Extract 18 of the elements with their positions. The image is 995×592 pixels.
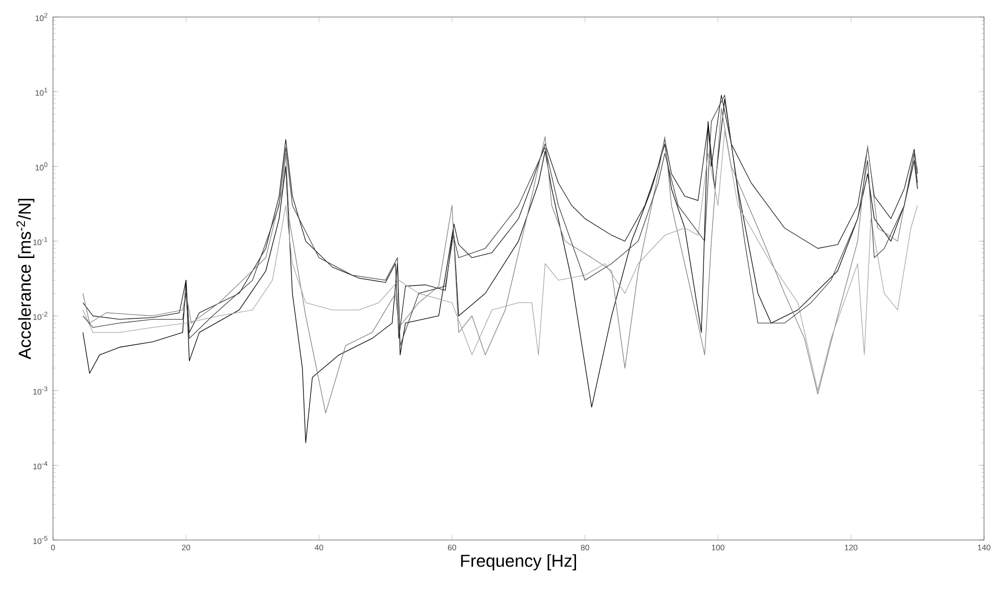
x-tick-label: 140: [978, 544, 990, 550]
x-tick-label: 100: [712, 544, 724, 550]
x-tick-label: 40: [314, 544, 324, 550]
y-tick-label: 10$^{-4}$: [33, 461, 48, 470]
y-tick-label: 10$^{-1}$: [33, 237, 48, 246]
x-tick-label: 60: [448, 544, 456, 550]
y-tick-label: 10$^{-2}$: [33, 312, 48, 320]
y-axis-title: Accelerance [ms$^{-2}$/N]: [16, 198, 34, 360]
x-tick-label: 0: [51, 544, 55, 550]
x-axis-title: Frequency [Hz]: [461, 554, 576, 570]
y-tick-label: 10$^{1}$: [36, 88, 48, 96]
y-tick-label: 10$^{2}$: [36, 12, 48, 22]
y-tick-label: 10$^{0}$: [36, 162, 48, 170]
x-tick-label: 80: [580, 544, 590, 550]
x-tick-label: 20: [182, 544, 190, 550]
x-tick-label: 120: [844, 544, 858, 550]
y-tick-label: 10$^{-3}$: [33, 386, 48, 395]
y-tick-label: 10$^{-5}$: [33, 536, 48, 544]
